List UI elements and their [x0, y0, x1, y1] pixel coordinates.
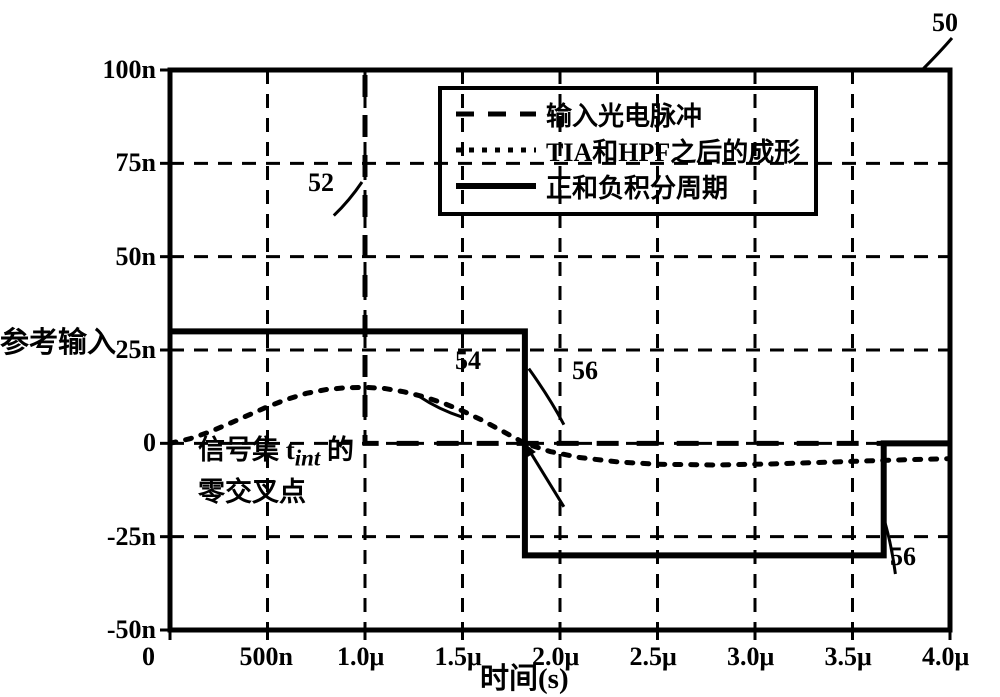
- xtick-label: 3.5μ: [825, 642, 872, 672]
- ytick-label: -25n: [107, 522, 156, 552]
- xtick-label: 1.0μ: [337, 642, 384, 672]
- xtick-label: 2.0μ: [532, 642, 579, 672]
- xtick-label: 3.0μ: [727, 642, 774, 672]
- ytick-label: 75n: [116, 148, 156, 178]
- ytick-label: -50n: [107, 615, 156, 645]
- xtick-label: 0: [142, 642, 155, 672]
- chart-root: 参考输入 时间(s) 50 输入光电脉冲 TIA和HPF之后的成形 正和负积分周…: [0, 0, 1000, 697]
- ytick-label: 25n: [116, 335, 156, 365]
- xtick-label: 2.5μ: [630, 642, 677, 672]
- xtick-label: 4.0μ: [922, 642, 969, 672]
- xtick-label: 500n: [240, 642, 293, 672]
- ytick-label: 0: [143, 428, 156, 458]
- ytick-label: 100n: [103, 55, 156, 85]
- ytick-label: 50n: [116, 242, 156, 272]
- xtick-label: 1.5μ: [435, 642, 482, 672]
